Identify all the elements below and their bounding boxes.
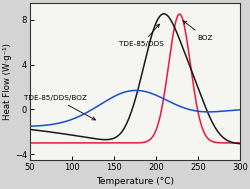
Text: BOZ: BOZ [182,21,212,41]
Text: TDE-85/DDS/BOZ: TDE-85/DDS/BOZ [24,95,95,120]
X-axis label: Temperature (°C): Temperature (°C) [96,177,173,186]
Y-axis label: Heat Flow (W·g⁻¹): Heat Flow (W·g⁻¹) [3,43,12,120]
Text: TDE-85/DDS: TDE-85/DDS [119,24,164,47]
